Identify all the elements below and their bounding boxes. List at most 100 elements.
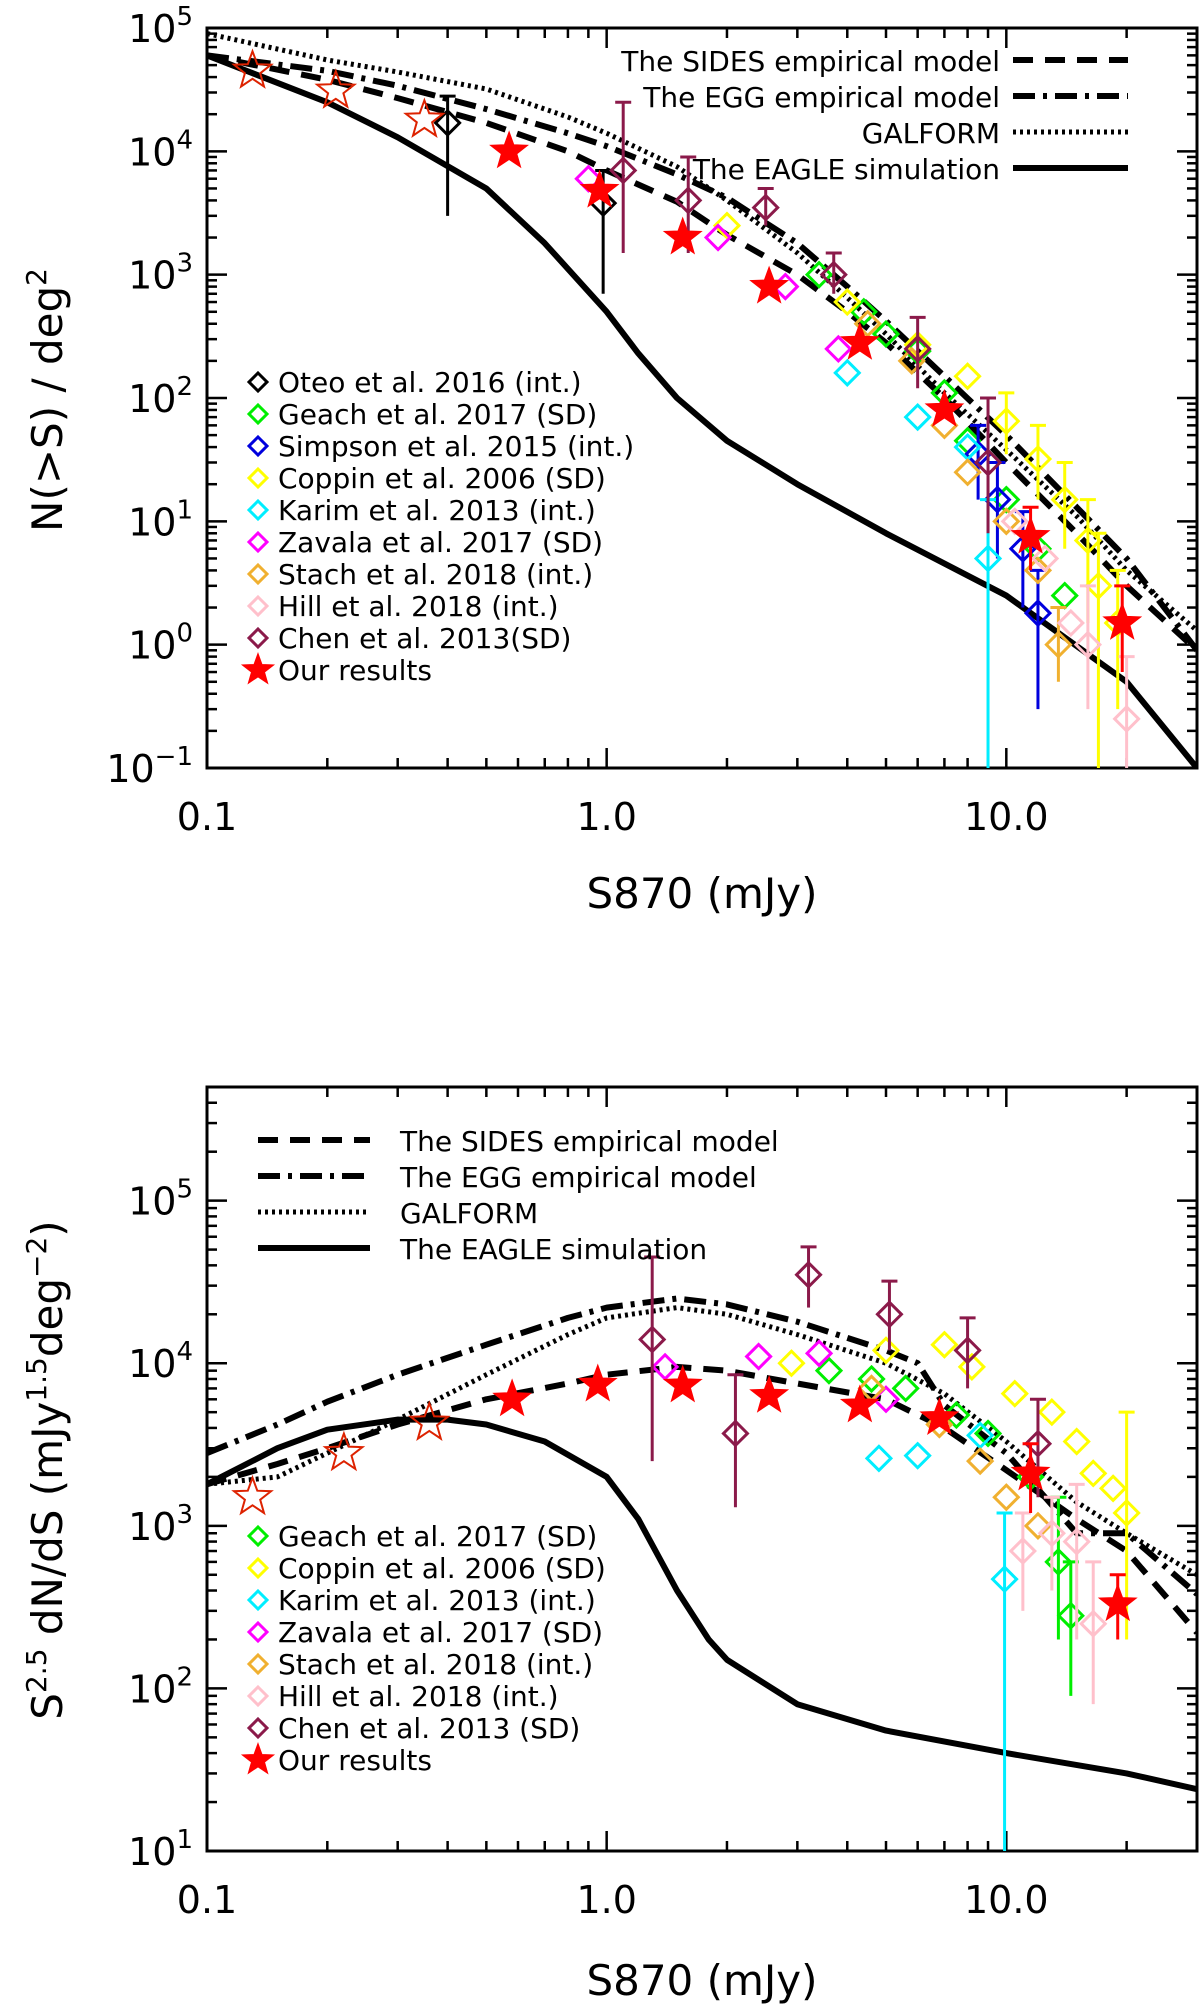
- model-curve-dashdot: [207, 1295, 1197, 1597]
- data-point: [1084, 571, 1113, 600]
- legend-label: Hill et al. 2018 (int.): [278, 1680, 559, 1713]
- legend-marker: [246, 594, 270, 618]
- legend-line-label: The SIDES empirical model: [399, 1125, 779, 1158]
- data-point: [662, 216, 703, 255]
- x-axis-title: S870 (mJy): [586, 1956, 817, 2005]
- data-point: [957, 1352, 986, 1381]
- data-point: [919, 1397, 960, 1435]
- data-point: [953, 362, 982, 391]
- dataset-our-results: [492, 1363, 1138, 1640]
- legend-marker: [246, 1620, 270, 1644]
- legend-marker: [240, 1742, 276, 1775]
- axis-ticks: [205, 26, 1199, 770]
- data-point: [650, 1352, 680, 1381]
- data-point: [1102, 601, 1143, 640]
- legend-marker: [246, 402, 270, 426]
- legend-line-label: The EGG empirical model: [642, 81, 1000, 114]
- legend-line-label: GALFORM: [862, 117, 1000, 150]
- data-point: [966, 1447, 995, 1476]
- data-point: [794, 1260, 823, 1289]
- y-tick-label: 101: [128, 495, 193, 544]
- legend-marker: [246, 1652, 270, 1676]
- data-point: [903, 334, 932, 364]
- data-point: [871, 319, 901, 349]
- data-point: [577, 1363, 618, 1402]
- legend-label: Chen et al. 2013(SD): [278, 622, 571, 655]
- plot-frame: [205, 1085, 1199, 1853]
- data-point: [1023, 1429, 1053, 1458]
- legend-label: Karim et al. 2013 (int.): [278, 1584, 596, 1617]
- data-point: [924, 389, 965, 427]
- model-curve-solid: [207, 52, 1197, 768]
- legend-marker: [246, 466, 270, 490]
- data-point: [871, 1336, 901, 1365]
- data-point: [408, 1400, 451, 1441]
- data-point: [942, 1400, 971, 1430]
- data-point: [992, 507, 1021, 536]
- legend-marker: [246, 1588, 270, 1612]
- data-point: [1010, 1452, 1051, 1491]
- data-point: [857, 1364, 886, 1394]
- y-tick-label: 105: [128, 2, 193, 51]
- data-point: [662, 1364, 703, 1403]
- data-point: [231, 1474, 274, 1516]
- data-point: [1023, 1511, 1053, 1540]
- data-point: [231, 48, 274, 89]
- data-point: [1023, 444, 1053, 474]
- y-axis-title: S2.5 dN/dS (mJy1.5deg−2): [20, 1220, 72, 1719]
- data-point: [1050, 485, 1079, 514]
- data-point: [1079, 1459, 1108, 1488]
- data-point: [1023, 599, 1053, 628]
- data-point: [749, 1374, 790, 1413]
- chart-panel-bottom: 0.1 1.0 10.0 105 104 103 102 101 S870 (mJy) S2.5 …: [20, 1085, 1199, 2005]
- y-tick-label: 102: [128, 372, 193, 421]
- data-point: [674, 186, 703, 215]
- x-axis-title: S870 (mJy): [586, 869, 817, 918]
- dataset-chen-et-al-2013-sd-: [638, 1245, 1053, 1508]
- data-point: [1062, 1527, 1091, 1556]
- legend-marker: [246, 562, 270, 586]
- data-point: [1097, 1583, 1138, 1622]
- data-point: [777, 1349, 806, 1378]
- x-tick-label: 0.1: [177, 1878, 237, 1922]
- data-point: [992, 1483, 1021, 1512]
- data-point: [1030, 544, 1060, 573]
- legend-label: Geach et al. 2017 (SD): [278, 1520, 597, 1553]
- data-point: [864, 1444, 894, 1473]
- data-point: [1037, 1398, 1066, 1427]
- y-axis-title: N(>S) / deg2: [20, 268, 72, 532]
- y-tick-label: 101: [128, 1825, 193, 1874]
- data-point: [744, 1342, 773, 1371]
- data-point: [992, 406, 1021, 436]
- data-point: [849, 297, 878, 326]
- data-point: [1037, 1519, 1066, 1548]
- data-point: [973, 1419, 1003, 1448]
- dataset-hill-et-al-2018-int-: [1008, 1482, 1108, 1705]
- y-tick-label: 10−1: [106, 742, 193, 791]
- legend-line-label: GALFORM: [400, 1197, 538, 1230]
- legend-label: Stach et al. 2018 (int.): [278, 558, 593, 591]
- data-point: [839, 1384, 880, 1423]
- legend-label: Stach et al. 2018 (int.): [278, 1648, 593, 1681]
- data-point: [638, 1325, 667, 1354]
- data-point: [819, 260, 848, 289]
- data-point: [1079, 1609, 1108, 1638]
- data-point: [1044, 630, 1073, 659]
- data-point: [1008, 1536, 1037, 1566]
- x-tick-label: 1.0: [576, 1878, 636, 1922]
- legend-label: Our results: [278, 654, 432, 687]
- dataset-zavala-et-al-2017-sd-: [650, 1339, 901, 1414]
- data-point: [749, 265, 790, 304]
- y-tick-label: 103: [128, 249, 193, 298]
- data-point: [903, 1441, 932, 1470]
- data-point: [814, 1356, 844, 1385]
- data-point: [953, 458, 982, 487]
- x-tick-label: 0.1: [177, 795, 237, 839]
- legend-label: Zavala et al. 2017 (SD): [278, 1616, 603, 1649]
- data-point: [1112, 704, 1141, 734]
- data-point: [712, 211, 742, 240]
- data-point: [930, 1330, 959, 1359]
- data-point: [579, 169, 620, 208]
- legend-label: Simpson et al. 2015 (int.): [278, 430, 634, 463]
